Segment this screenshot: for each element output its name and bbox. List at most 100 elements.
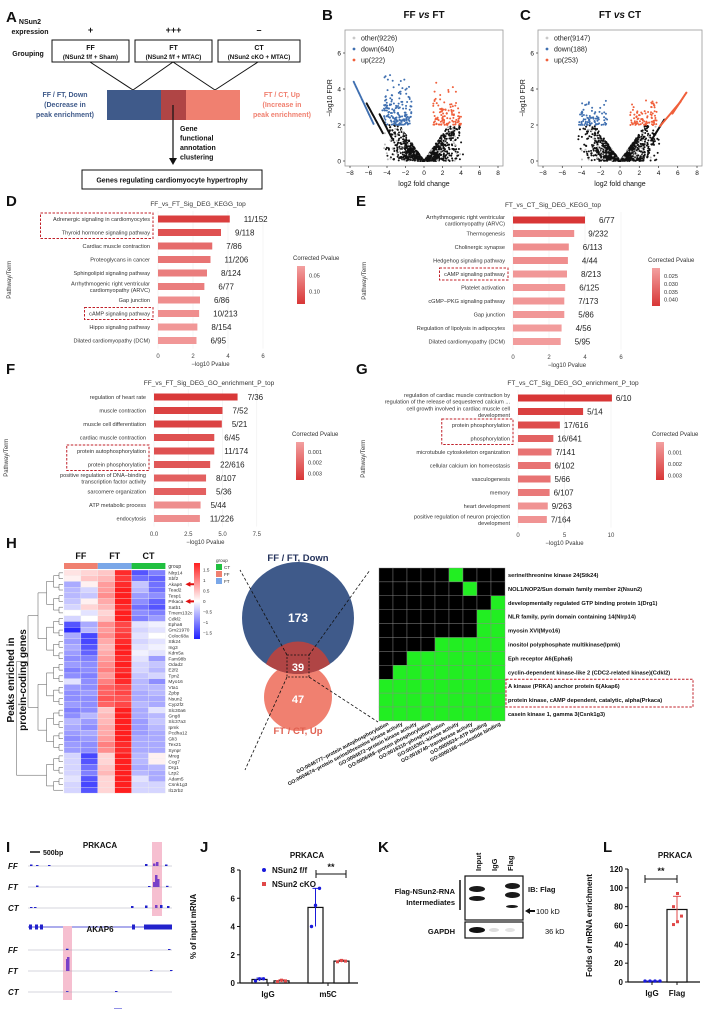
point-down <box>409 115 412 118</box>
marker-label: 100 kD <box>536 907 560 916</box>
heatmap-cell <box>131 758 149 765</box>
point-other <box>438 141 441 144</box>
point-up <box>442 121 445 124</box>
point-down <box>586 123 589 126</box>
dendrogram-branch <box>58 584 63 591</box>
point-down <box>581 115 584 118</box>
gene-label: Sbf2 <box>168 576 178 582</box>
heatmap-cell <box>63 575 82 582</box>
grid-cell <box>448 609 464 624</box>
bar <box>154 515 200 522</box>
point-other <box>398 150 401 153</box>
heatmap-cell <box>97 752 115 759</box>
grid-cell <box>476 581 492 597</box>
point-down <box>589 117 592 120</box>
point-other <box>458 126 461 129</box>
data-point <box>643 979 647 983</box>
point-other <box>652 142 655 145</box>
heatmap-cell <box>148 730 166 737</box>
grid-cell <box>420 706 436 722</box>
point-up <box>658 125 661 128</box>
point-down <box>386 78 389 81</box>
point-up <box>443 101 446 104</box>
point-other <box>592 154 595 157</box>
point-other <box>450 154 453 157</box>
grid-cell <box>392 595 408 610</box>
heatmap-cell <box>63 604 82 611</box>
blot-band <box>489 928 499 932</box>
point-other <box>635 159 638 162</box>
grid-cell <box>490 665 506 680</box>
gene-label: Nlrp14 <box>168 571 182 577</box>
point-down <box>395 104 398 107</box>
point-other <box>436 143 439 146</box>
point-other <box>636 136 639 139</box>
point-other <box>638 145 641 148</box>
y-axis-label: Pathway/Term <box>362 262 368 300</box>
venn-circle-up <box>264 663 332 731</box>
data-point <box>676 891 679 895</box>
heatmap-cell <box>114 598 132 605</box>
grid-cell <box>378 637 394 652</box>
line <box>132 61 174 91</box>
point-up <box>643 123 646 126</box>
grid-cell <box>448 595 464 610</box>
x-tick-label: −8 <box>346 170 354 177</box>
grid-cell <box>434 665 450 680</box>
bar <box>513 284 566 291</box>
point-other <box>642 135 645 138</box>
dendrogram-branch <box>58 618 63 625</box>
legend-tick: 0.040 <box>664 298 678 304</box>
point-down <box>603 103 606 106</box>
y-tick-label: 80 <box>614 903 623 912</box>
heatmap-cell <box>131 735 149 742</box>
term-label: cell growth involved in cardiac muscle c… <box>406 406 510 412</box>
highlight-box <box>84 307 154 320</box>
point-other <box>648 149 651 152</box>
point-other <box>450 134 453 137</box>
gene-row-label: Eph receptor A6(Epha6) <box>508 656 573 662</box>
term-label: Adrenergic signaling in cardiomyocytes <box>53 217 150 223</box>
point-up <box>449 106 452 109</box>
point-up <box>647 121 650 124</box>
gene-label: Vta1 <box>168 685 178 691</box>
point-down <box>606 118 609 121</box>
gene-label: Kdm5a <box>168 651 184 657</box>
point-up <box>653 114 656 117</box>
point-up <box>640 118 643 121</box>
heatmap-cell <box>114 609 132 616</box>
point-other <box>636 138 639 141</box>
heatmap-cell <box>114 569 132 576</box>
bar-count-label: 7/173 <box>578 297 599 306</box>
heatmap-cell <box>114 712 132 719</box>
point-other <box>455 148 458 151</box>
legend-colorbar <box>297 266 305 304</box>
bar-count-label: 11/226 <box>210 515 234 524</box>
bar <box>333 960 350 984</box>
y-tick-label: 4 <box>337 87 341 94</box>
up-text: (Increase in <box>263 102 302 109</box>
gene-label: Ing3 <box>168 645 178 651</box>
point-up <box>457 120 460 123</box>
gene-label: Tpn2 <box>168 673 179 679</box>
bar-count-label: 5/14 <box>587 408 603 417</box>
point-other <box>597 147 600 150</box>
legend-tick: 0.030 <box>664 282 678 288</box>
data-point <box>309 924 314 929</box>
grid-cell <box>462 595 478 610</box>
point-other <box>403 155 406 158</box>
bar <box>158 296 200 304</box>
bar-count-label: 4/44 <box>582 257 598 266</box>
heatmap-cell <box>114 758 132 765</box>
data-point <box>313 903 318 908</box>
grid-cell <box>448 692 464 708</box>
bar <box>513 297 565 305</box>
point-other <box>587 158 590 161</box>
point-other <box>404 148 407 151</box>
term-label: Proteoglycans in cancer <box>90 258 150 264</box>
legend-marker <box>352 36 356 40</box>
heatmap-cell <box>80 672 98 679</box>
heatmap-cell <box>131 752 149 759</box>
bar-count-label: 6/102 <box>555 462 576 471</box>
point-other <box>584 133 587 136</box>
